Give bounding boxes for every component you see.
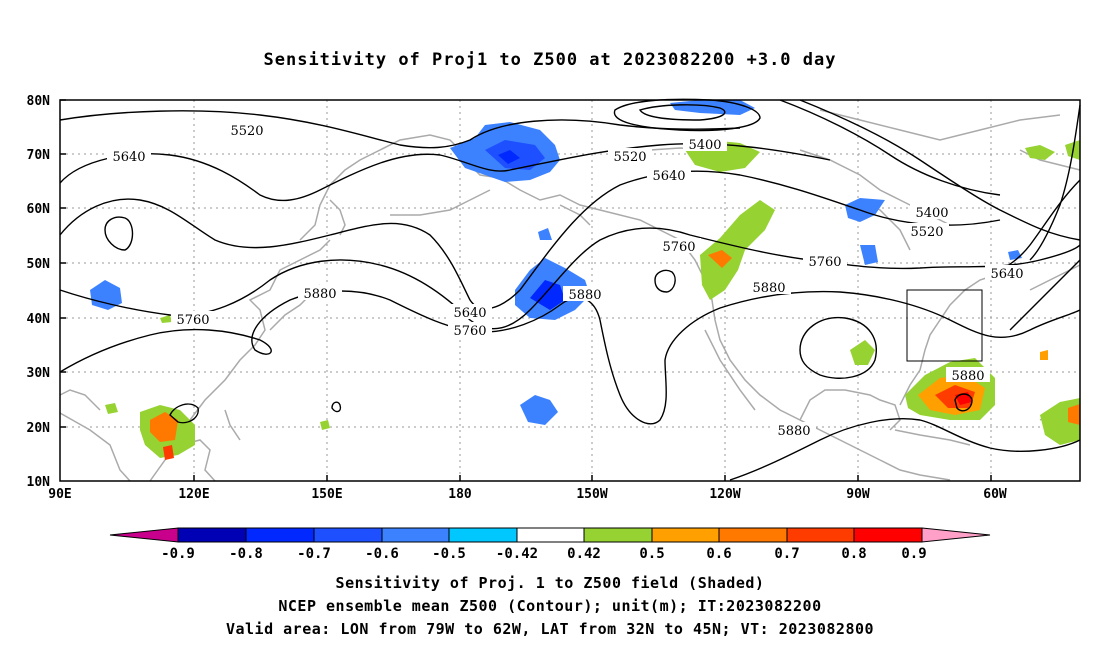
lat-label: 50N [27, 257, 51, 272]
contour-label: 5400 [915, 206, 948, 221]
contour-label: 5520 [910, 225, 943, 240]
contour-label: 5400 [688, 138, 721, 153]
lon-label: 120E [178, 487, 209, 502]
contour-label: 5880 [951, 369, 984, 384]
contour-label: 5880 [777, 424, 810, 439]
lon-label: 90W [846, 487, 870, 502]
caption-line-2: NCEP ensemble mean Z500 (Contour); unit(… [278, 597, 822, 615]
tick-marks [60, 99, 992, 481]
colorbar-label: 0.6 [706, 546, 731, 562]
colorbar-box [583, 527, 653, 543]
lat-label: 20N [27, 421, 51, 436]
colorbar-label: 0.8 [841, 546, 866, 562]
colorbar-label: -0.5 [432, 546, 466, 562]
colorbar-box [651, 527, 720, 543]
lon-label: 150E [311, 487, 342, 502]
colorbar-box [516, 527, 585, 543]
colorbar-box [718, 527, 788, 543]
lon-label: 180 [448, 487, 472, 502]
colorbar-label: 0.5 [639, 546, 664, 562]
colorbar-high-arrow [921, 527, 991, 543]
colorbar-label: -0.9 [161, 546, 195, 562]
z500-contours [59, 98, 1081, 481]
caption-line-3: Valid area: LON from 79W to 62W, LAT fro… [225, 620, 875, 638]
contour-label: 5760 [176, 313, 209, 328]
lat-label: 70N [27, 148, 51, 163]
contour-label: 5640 [990, 267, 1023, 282]
longitude-labels: 90E 120E 150E 180 150W 120W 90W 60W [48, 487, 1007, 502]
contour-label: 5880 [303, 287, 336, 302]
caption-line-1: Sensitivity of Proj. 1 to Z500 field (Sh… [335, 574, 765, 592]
colorbar-label: 0.42 [567, 546, 601, 562]
map-frame [59, 99, 1081, 482]
colorbar-label: -0.42 [496, 546, 538, 562]
lat-label: 60N [27, 202, 51, 217]
colorbar-box [381, 527, 450, 543]
colorbar-label: 0.7 [774, 546, 799, 562]
contour-label: 5760 [662, 240, 695, 255]
lat-label: 80N [27, 94, 51, 109]
colorbar-low-arrow [109, 527, 179, 543]
lon-label: 60W [983, 487, 1007, 502]
contour-labels: 5520 5640 5400 5520 5640 5400 5520 5880 … [107, 122, 1029, 439]
contour-label: 5760 [808, 255, 841, 270]
contour-label: 5760 [453, 324, 486, 339]
colorbar-box [853, 527, 923, 543]
colorbar-box [245, 527, 315, 543]
contour-label: 5640 [453, 306, 486, 321]
valid-area-box [906, 289, 983, 362]
colorbar [109, 527, 991, 543]
colorbar-box [313, 527, 383, 543]
colorbar-label: 0.9 [901, 546, 926, 562]
contour-label: 5880 [752, 281, 785, 296]
lon-label: 150W [576, 487, 607, 502]
lat-label: 30N [27, 366, 51, 381]
colorbar-box [448, 527, 518, 543]
colorbar-label: -0.6 [365, 546, 399, 562]
contour-label: 5520 [613, 150, 646, 165]
contour-label: 5640 [112, 150, 145, 165]
lon-label: 120W [709, 487, 740, 502]
colorbar-box [786, 527, 855, 543]
colorbar-label: -0.8 [229, 546, 263, 562]
lat-label: 10N [27, 475, 51, 490]
latitude-labels: 80N 70N 60N 50N 40N 30N 20N 10N [27, 94, 51, 490]
contour-label: 5640 [652, 169, 685, 184]
contour-label: 5880 [568, 288, 601, 303]
plot-title: Sensitivity of Proj1 to Z500 at 20230822… [263, 50, 837, 70]
contour-label: 5520 [230, 124, 263, 139]
colorbar-label: -0.7 [297, 546, 331, 562]
colorbar-labels: -0.9 -0.8 -0.7 -0.6 -0.5 -0.42 0.42 0.5 … [161, 546, 927, 562]
lon-label: 90E [48, 487, 71, 502]
lat-label: 40N [27, 312, 51, 327]
grid-lines [60, 100, 1080, 481]
colorbar-box [177, 527, 247, 543]
